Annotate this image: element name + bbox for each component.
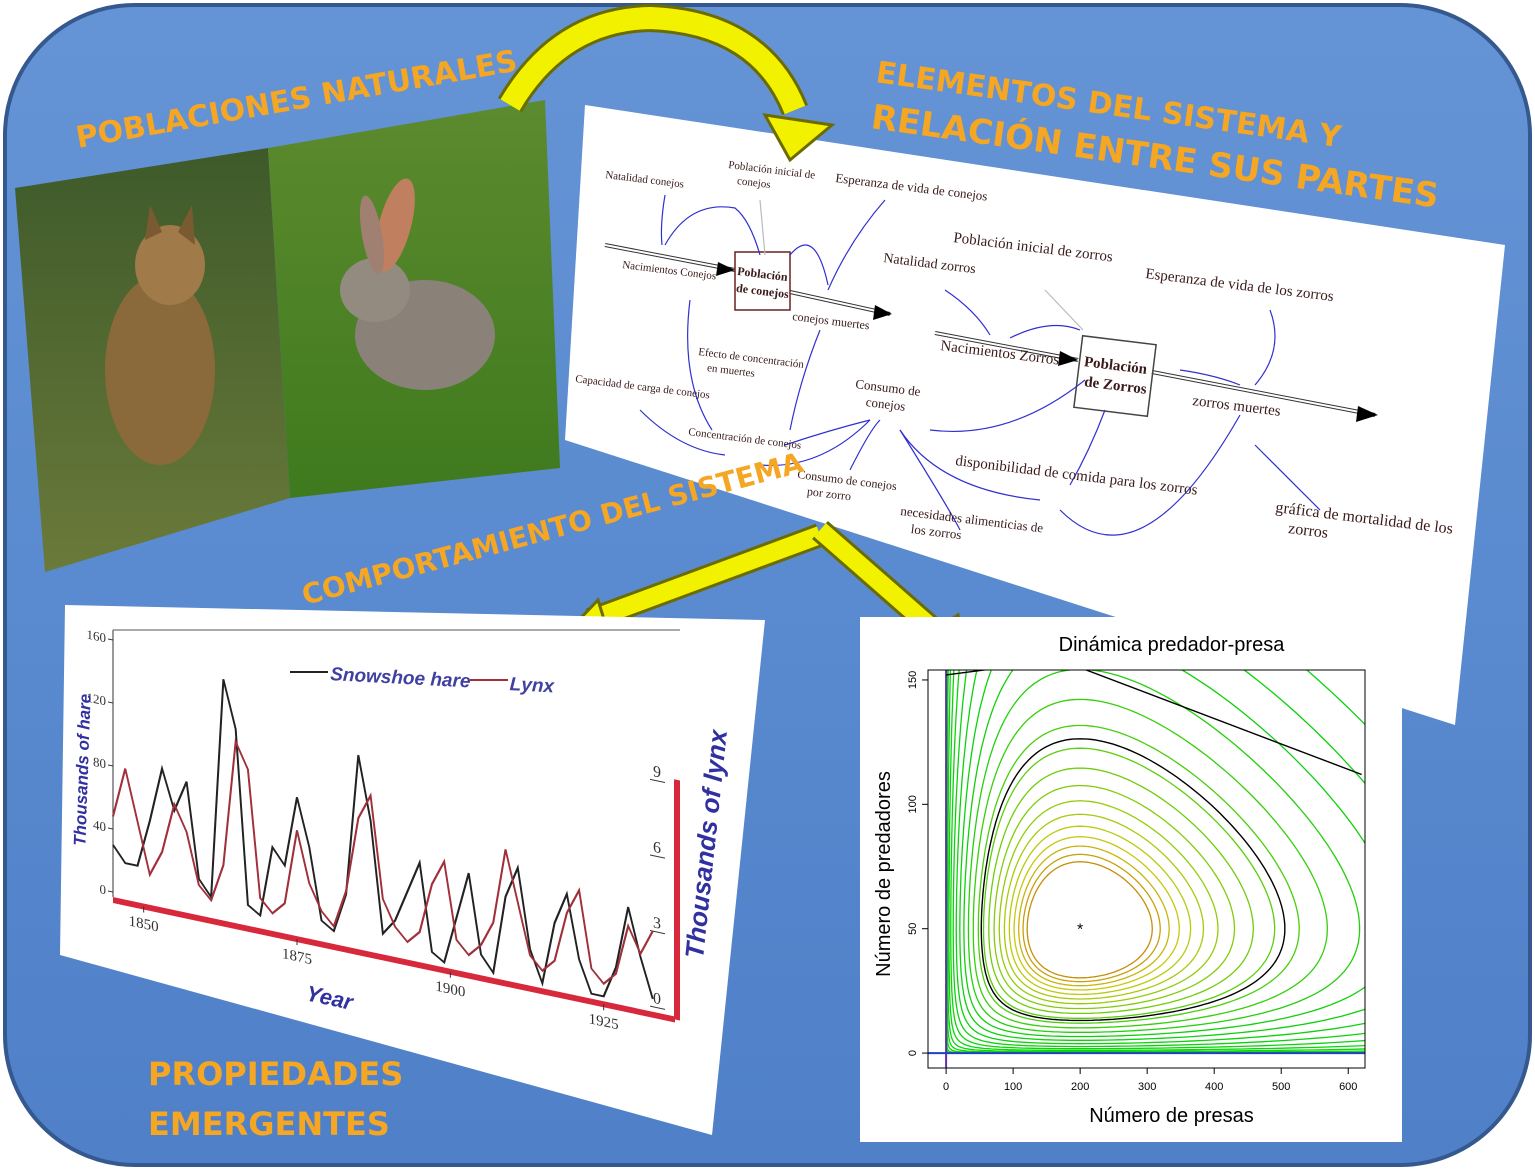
orbits xyxy=(928,670,1365,1068)
node-label: los zorros xyxy=(910,521,962,542)
y2-tick xyxy=(650,854,665,859)
node-label: Población xyxy=(1083,354,1148,378)
flow-arrows xyxy=(497,3,971,668)
y2-tick-label: 9 xyxy=(653,763,661,782)
y-tick xyxy=(108,638,113,641)
equilibrium-point: * xyxy=(1077,922,1083,939)
y2-tick xyxy=(650,1005,665,1010)
y-tick xyxy=(108,701,113,704)
x-tick-label: 400 xyxy=(1205,1081,1223,1093)
orbit xyxy=(1026,861,1153,979)
y2-tick-label: 3 xyxy=(653,914,661,933)
x-axis-label: Número de presas xyxy=(1089,1105,1254,1127)
orbit xyxy=(952,670,1365,1048)
y-tick-label: 40 xyxy=(93,817,106,835)
y2-tick-label: 0 xyxy=(653,990,661,1009)
orbit xyxy=(950,670,1365,1050)
orbit xyxy=(967,670,1361,1033)
y-tick-label: 0 xyxy=(907,1050,919,1056)
legend-label: Lynx xyxy=(509,674,556,697)
orbit xyxy=(963,670,1365,1038)
trajectory xyxy=(980,738,1286,1022)
plot-frame xyxy=(927,669,1366,1069)
x-tick-label: 100 xyxy=(1004,1081,1022,1093)
orbit xyxy=(1018,845,1170,987)
x-tick-label: 1850 xyxy=(129,912,159,935)
y-tick-label: 0 xyxy=(100,881,107,897)
y-tick-label: 50 xyxy=(907,923,919,935)
node-label: por zorro xyxy=(806,484,852,503)
heading: EMERGENTES xyxy=(148,1105,390,1143)
center-hole xyxy=(1028,864,1150,977)
orbit xyxy=(959,670,1365,1041)
orbit xyxy=(955,670,1365,1045)
x-tick-label: 1900 xyxy=(435,978,465,1001)
heading: PROPIEDADES xyxy=(148,1055,403,1093)
orbit xyxy=(948,670,1365,1052)
node-label: de conejos xyxy=(735,281,790,301)
node-label: conejos xyxy=(865,394,906,414)
y-tick-label: 120 xyxy=(87,690,107,709)
node-label: conejos xyxy=(736,175,771,191)
y2-tick-label: 6 xyxy=(653,839,661,858)
orbit xyxy=(1003,813,1205,1000)
x-tick-label: 500 xyxy=(1272,1081,1290,1093)
orbit xyxy=(1013,836,1180,991)
orbit xyxy=(1008,825,1192,996)
y-tick xyxy=(108,890,113,893)
trajectory xyxy=(946,670,1362,776)
node-label: Población xyxy=(736,264,788,284)
node-label: de Zorros xyxy=(1083,374,1147,398)
orbit xyxy=(993,784,1236,1010)
y-tick xyxy=(108,764,113,767)
orbit xyxy=(947,670,1365,1053)
x-tick-label: 0 xyxy=(943,1081,949,1093)
y2-tick xyxy=(650,778,665,784)
x-tick-label: 200 xyxy=(1071,1081,1089,1093)
node-label: en muertes xyxy=(706,362,755,380)
orbit xyxy=(982,747,1276,1019)
photo xyxy=(15,100,560,572)
phase-panel xyxy=(860,617,1402,1142)
y-tick-label: 160 xyxy=(87,627,107,646)
x-tick-label: 1925 xyxy=(589,1010,619,1033)
orbit xyxy=(972,698,1328,1029)
orbit xyxy=(1022,853,1161,983)
diagram-panel xyxy=(565,105,1505,725)
y-tick-label: 100 xyxy=(907,795,919,813)
phase-chart: Dinámica predador-presa Número de presas N… xyxy=(873,634,1366,1127)
chart-title: Dinámica predador-presa xyxy=(1059,634,1286,656)
y-tick xyxy=(108,827,113,830)
y-axis-label: Número de predadores xyxy=(873,771,895,977)
y-tick-label: 80 xyxy=(93,754,106,772)
orbit xyxy=(988,767,1254,1015)
y-tick-label: 150 xyxy=(907,671,919,689)
series-line xyxy=(112,737,654,986)
axis-line xyxy=(113,897,675,1023)
x-tick-label: 1875 xyxy=(282,945,312,968)
orbit xyxy=(998,800,1219,1005)
x-tick-label: 600 xyxy=(1339,1081,1357,1093)
node-label: zorros xyxy=(1287,520,1329,542)
x-tick-label: 300 xyxy=(1138,1081,1156,1093)
plot: 0 40 80 120 160 0 3 6 9 1850 1875 1900 1925 xyxy=(87,627,680,1033)
series-line xyxy=(112,678,654,999)
orbit xyxy=(977,724,1300,1024)
